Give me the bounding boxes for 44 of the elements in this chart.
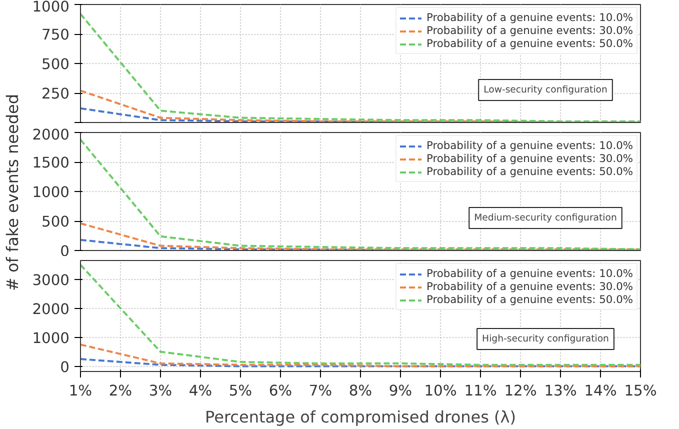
y-tick-label: 1000 bbox=[32, 330, 70, 347]
x-tick-label: 3% bbox=[148, 382, 172, 400]
y-tick-label: 1000 bbox=[32, 0, 70, 16]
y-tick-label: 500 bbox=[42, 56, 70, 73]
x-tick-label: 15% bbox=[624, 382, 657, 400]
y-tick-label: 1500 bbox=[32, 154, 70, 172]
y-tick-label: 3000 bbox=[32, 272, 70, 289]
x-tick-label: 5% bbox=[228, 382, 252, 400]
x-tick-label: 9% bbox=[388, 382, 412, 400]
y-tick-label: 0 bbox=[60, 243, 70, 260]
y-tick-label: 2000 bbox=[32, 126, 70, 144]
y-axis-title: # of fake events needed bbox=[3, 94, 22, 292]
y-tick-label: 250 bbox=[42, 86, 70, 102]
x-tick-label: 8% bbox=[348, 382, 372, 400]
legend-label: Probability of a genuine events: 50.0% bbox=[426, 293, 633, 306]
line-series bbox=[80, 344, 640, 368]
y-tick-label: 1000 bbox=[32, 184, 70, 201]
x-tick-label: 4% bbox=[188, 382, 212, 400]
x-tick-label: 13% bbox=[544, 382, 577, 400]
x-tick-label: 1% bbox=[68, 382, 92, 400]
legend-label: Probability of a genuine events: 10.0% bbox=[426, 139, 633, 152]
y-tick-label: 500 bbox=[42, 214, 70, 230]
x-tick-label: 6% bbox=[268, 382, 292, 400]
x-tick-label: 11% bbox=[464, 382, 497, 400]
legend-label: Probability of a genuine events: 50.0% bbox=[426, 37, 633, 50]
x-tick-label: 12% bbox=[504, 382, 537, 400]
legend-label: Probability of a genuine events: 30.0% bbox=[426, 152, 633, 165]
x-axis-title: Percentage of compromised drones (λ) bbox=[205, 408, 516, 426]
annotation: Low-security configuration bbox=[484, 84, 608, 96]
legend-label: Probability of a genuine events: 50.0% bbox=[426, 165, 633, 178]
x-tick-label: 10% bbox=[424, 382, 457, 400]
legend-label: Probability of a genuine events: 10.0% bbox=[426, 267, 633, 280]
x-tick-label: 7% bbox=[308, 382, 332, 400]
y-tick-label: 2000 bbox=[32, 300, 70, 318]
y-tick-label: 0 bbox=[60, 358, 70, 376]
legend-label: Probability of a genuine events: 10.0% bbox=[426, 11, 633, 24]
legend-label: Probability of a genuine events: 30.0% bbox=[426, 280, 633, 293]
annotation: High-security configuration bbox=[482, 334, 610, 344]
x-tick-label: 2% bbox=[108, 382, 132, 400]
x-tick-label: 14% bbox=[584, 382, 617, 400]
y-tick-label: 750 bbox=[42, 26, 70, 44]
annotation: Medium-security configuration bbox=[474, 212, 617, 224]
legend-label: Probability of a genuine events: 30.0% bbox=[426, 24, 633, 37]
line-series bbox=[80, 264, 640, 366]
